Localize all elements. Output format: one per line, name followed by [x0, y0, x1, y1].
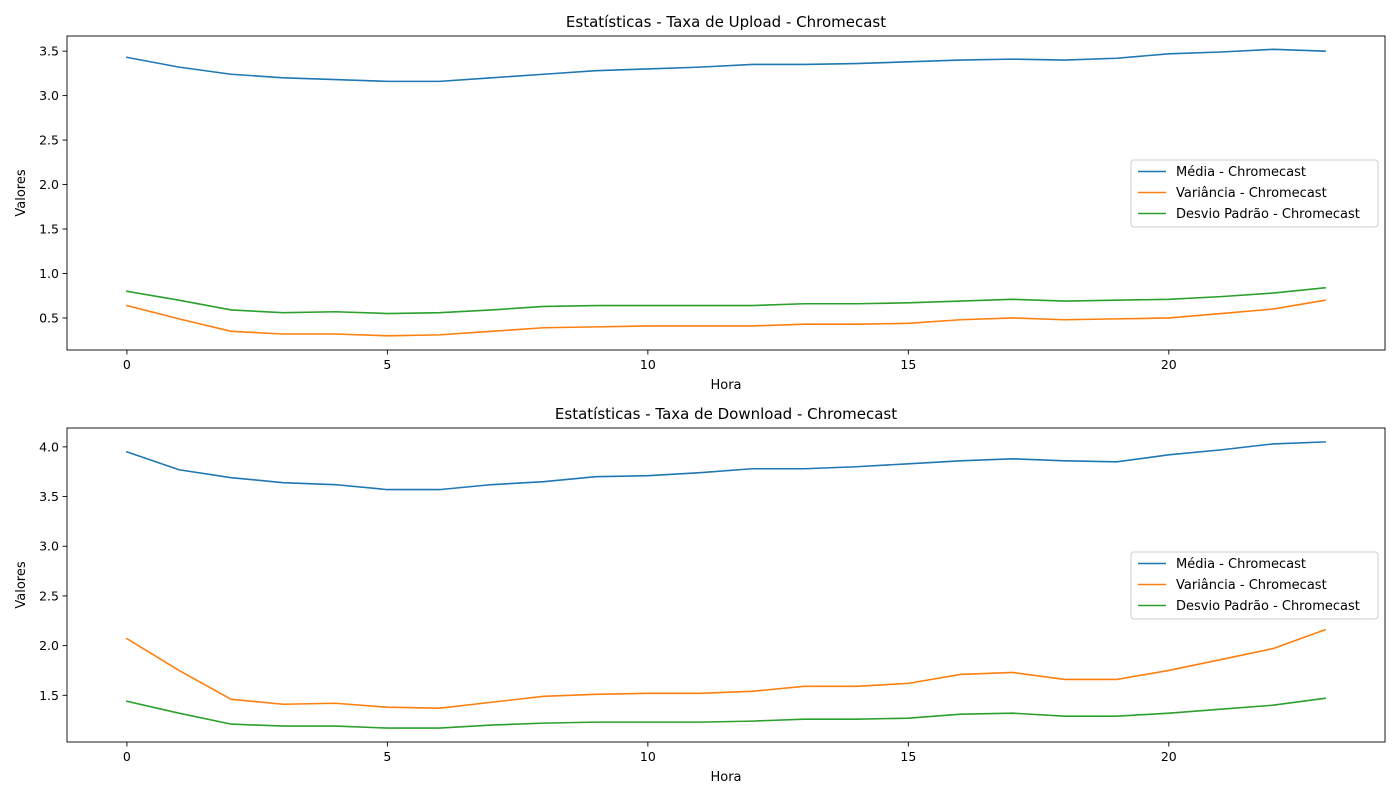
series-line-1: [125, 299, 1327, 337]
y-tick-label: 3.0: [39, 539, 59, 554]
series-line-2: [125, 697, 1326, 729]
y-tick-label: 3.5: [39, 489, 59, 504]
legend-label-1: Variância - Chromecast: [1176, 186, 1327, 201]
y-tick-label: 3.5: [39, 44, 59, 59]
y-tick-label: 2.0: [39, 177, 59, 192]
y-tick-label: 2.5: [39, 588, 59, 603]
y-tick-label: 1.0: [39, 266, 59, 281]
legend: Média - Chromecast Variância - Chromecast…: [1130, 551, 1379, 620]
chart-title: Estatísticas - Taxa de Upload - Chromeca…: [566, 13, 886, 31]
x-tick-label: 10: [640, 749, 656, 764]
y-tick-label: 1.5: [39, 688, 59, 703]
axes-frame: [66, 35, 1386, 351]
series-line-0: [125, 441, 1326, 491]
y-axis-label: Valores: [14, 561, 29, 608]
series-line-1: [125, 628, 1327, 710]
axes-frame: [66, 427, 1386, 743]
legend: Média - Chromecast Variância - Chromecast…: [1130, 159, 1379, 228]
chart-title: Estatísticas - Taxa de Download - Chrome…: [555, 405, 897, 423]
series-line-2: [125, 286, 1326, 315]
series-line-0: [125, 48, 1326, 83]
x-tick-label: 5: [383, 749, 391, 764]
legend-label-0: Média - Chromecast: [1176, 557, 1306, 572]
y-tick-label: 3.0: [39, 88, 59, 103]
legend-label-0: Média - Chromecast: [1176, 165, 1306, 180]
y-tick-label: 2.0: [39, 638, 59, 653]
x-tick-label: 15: [900, 357, 916, 372]
legend-box: [1130, 551, 1379, 620]
legend-label-2: Desvio Padrão - Chromecast: [1176, 207, 1360, 222]
x-tick-label: 20: [1161, 357, 1177, 372]
chart-panel-0: Estatísticas - Taxa de Upload - Chromeca…: [14, 13, 1386, 393]
x-tick-label: 10: [640, 357, 656, 372]
x-tick-label: 20: [1161, 749, 1177, 764]
x-tick-label: 0: [123, 357, 131, 372]
x-tick-label: 15: [900, 749, 916, 764]
y-tick-label: 1.5: [39, 222, 59, 237]
x-axis-label: Hora: [710, 378, 741, 393]
legend-label-1: Variância - Chromecast: [1176, 578, 1327, 593]
y-axis-label: Valores: [14, 169, 29, 216]
y-tick-label: 2.5: [39, 133, 59, 148]
x-tick-label: 0: [123, 749, 131, 764]
x-tick-label: 5: [383, 357, 391, 372]
y-tick-label: 4.0: [39, 439, 59, 454]
legend-box: [1130, 159, 1379, 228]
chart-panel-1: Estatísticas - Taxa de Download - Chrome…: [14, 405, 1386, 785]
legend-label-2: Desvio Padrão - Chromecast: [1176, 599, 1360, 614]
x-axis-label: Hora: [710, 770, 741, 785]
y-tick-label: 0.5: [39, 310, 59, 325]
